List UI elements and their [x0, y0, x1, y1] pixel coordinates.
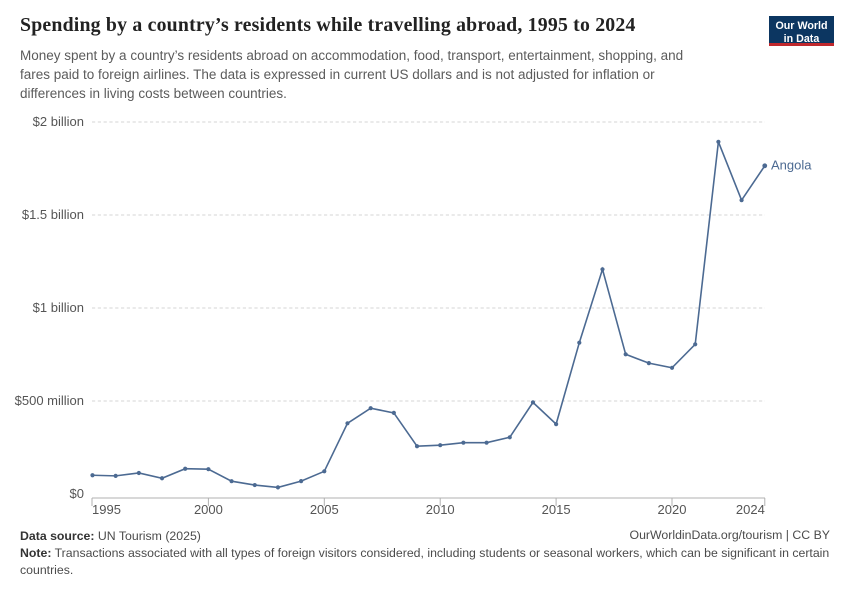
- svg-text:Angola: Angola: [771, 158, 812, 173]
- svg-text:$2 billion: $2 billion: [33, 114, 84, 129]
- svg-text:2010: 2010: [426, 502, 455, 517]
- svg-text:$0: $0: [70, 486, 84, 501]
- svg-text:$1.5 billion: $1.5 billion: [22, 207, 84, 222]
- svg-text:2024: 2024: [736, 502, 765, 517]
- svg-text:$500 million: $500 million: [15, 393, 84, 408]
- svg-text:2015: 2015: [542, 502, 571, 517]
- svg-text:$1 billion: $1 billion: [33, 300, 84, 315]
- svg-text:1995: 1995: [92, 502, 121, 517]
- svg-text:2020: 2020: [658, 502, 687, 517]
- svg-text:2000: 2000: [194, 502, 223, 517]
- svg-text:2005: 2005: [310, 502, 339, 517]
